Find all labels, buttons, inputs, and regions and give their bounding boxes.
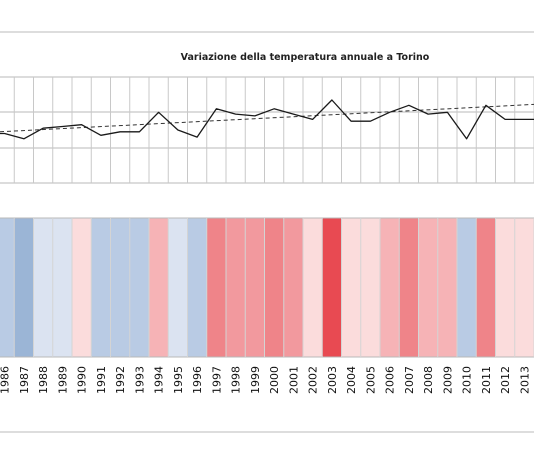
x-axis-ticks: 1986 1987 1988 1989 1990 1991 1992 1993 1994 1995… (0, 366, 531, 394)
stripe-1998 (226, 218, 246, 357)
x-tick-label: 1992 (114, 366, 127, 394)
x-tick-label: 1991 (95, 366, 108, 394)
x-tick-label: 1995 (172, 366, 185, 394)
x-tick-label: 2003 (326, 366, 339, 394)
x-tick-label: 1996 (191, 366, 204, 394)
stripe-1986 (0, 218, 15, 357)
series-line-0 (0, 99, 534, 140)
x-tick-label: 2006 (384, 366, 397, 394)
x-tick-label: 1998 (230, 366, 243, 394)
x-tick-label: 2004 (345, 366, 358, 394)
x-tick-label: 1994 (153, 366, 166, 394)
x-tick-label: 2013 (518, 366, 531, 394)
x-tick-label: 2002 (307, 366, 320, 394)
stripe-1993 (129, 218, 149, 357)
x-tick-label: 2010 (461, 366, 474, 394)
stripe-2009 (437, 218, 457, 357)
stripe-2001 (283, 218, 303, 357)
stripe-1994 (149, 218, 169, 357)
x-tick-label: 1986 (0, 366, 12, 394)
x-tick-label: 2005 (364, 366, 377, 394)
stripe-2013 (514, 218, 534, 357)
stripe-1989 (52, 218, 72, 357)
stripe-2012 (495, 218, 515, 357)
stripe-2008 (418, 218, 438, 357)
stripe-2005 (360, 218, 380, 357)
stripe-1992 (110, 218, 130, 357)
x-tick-label: 2007 (403, 366, 416, 394)
x-tick-label: 2012 (499, 366, 512, 394)
stripe-panel-grid (0, 217, 534, 358)
x-tick-label: 1990 (76, 366, 89, 394)
x-tick-label: 1989 (56, 366, 69, 394)
stripe-1997 (206, 218, 226, 357)
x-tick-label: 2011 (480, 366, 493, 394)
x-tick-label: 1987 (18, 366, 31, 394)
line-panel-grid (0, 76, 534, 184)
x-tick-label: 1999 (249, 366, 262, 394)
x-tick-label: 1997 (210, 366, 223, 394)
x-tick-label: 2009 (441, 366, 454, 394)
stripe-1988 (33, 218, 53, 357)
stripe-1996 (187, 218, 207, 357)
stripe-1995 (168, 218, 188, 357)
chart-frame (0, 31, 534, 433)
trend-line (0, 103, 534, 133)
x-tick-label: 2000 (268, 366, 281, 394)
chart-title: Variazione della temperatura annuale a T… (181, 52, 430, 63)
stripe-2011 (476, 218, 496, 357)
stripe-2004 (341, 218, 361, 357)
x-tick-label: 1988 (37, 366, 50, 394)
stripe-2003 (322, 218, 342, 357)
line-series (0, 99, 534, 140)
stripe-1987 (14, 218, 34, 357)
x-tick-label: 2001 (287, 366, 300, 394)
warming-stripes (0, 218, 534, 357)
stripe-1990 (72, 218, 92, 357)
stripe-2002 (303, 218, 323, 357)
stripe-2006 (380, 218, 400, 357)
x-tick-label: 1993 (133, 366, 146, 394)
x-tick-label: 2008 (422, 366, 435, 394)
stripe-1991 (91, 218, 111, 357)
stripe-1999 (245, 218, 265, 357)
stripe-2007 (399, 218, 419, 357)
stripe-2010 (457, 218, 477, 357)
stripe-2000 (264, 218, 284, 357)
